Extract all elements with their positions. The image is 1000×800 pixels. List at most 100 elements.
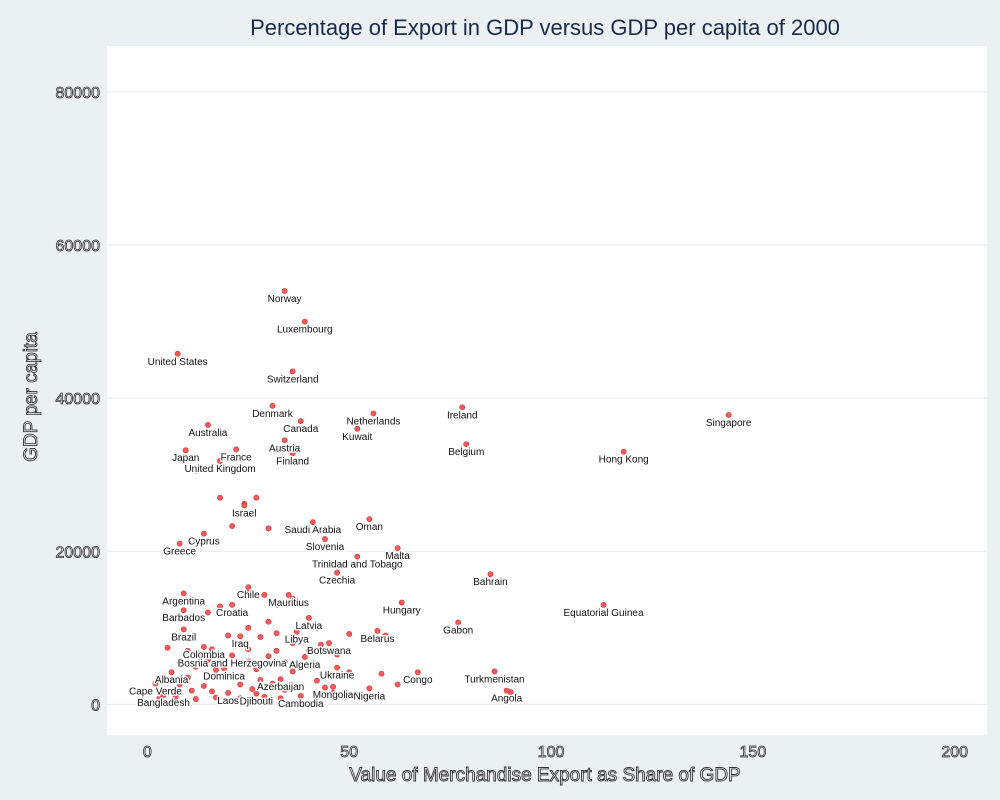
data-point xyxy=(354,553,361,560)
x-tick-label: 100 xyxy=(538,744,565,761)
point-label: Croatia xyxy=(216,608,249,619)
point-label: Trinidad and Tobago xyxy=(312,560,403,571)
data-point xyxy=(725,412,732,418)
data-point xyxy=(237,695,244,702)
point-label: Algeria xyxy=(289,660,321,671)
data-point xyxy=(314,624,320,631)
x-tick-label: 50 xyxy=(340,744,358,761)
data-point xyxy=(370,410,377,417)
point-label: Dominica xyxy=(203,671,245,682)
data-point xyxy=(366,685,373,692)
data-point xyxy=(168,688,175,695)
data-point xyxy=(261,592,268,598)
data-point xyxy=(265,618,272,625)
data-point xyxy=(180,626,187,633)
data-point xyxy=(237,681,244,688)
data-point xyxy=(459,404,466,411)
axes: 0 20000 40000 60000 80000 0 50 100 150 200 xyxy=(55,85,968,762)
data-point xyxy=(265,525,272,532)
data-point xyxy=(301,654,308,660)
point-label: Congo xyxy=(403,675,433,686)
data-point xyxy=(309,519,316,526)
point-label: Hungary xyxy=(383,606,421,617)
data-point xyxy=(620,448,627,455)
data-point xyxy=(176,540,183,547)
data-point xyxy=(182,447,189,454)
point-label: Greece xyxy=(163,547,196,558)
data-point xyxy=(318,641,324,648)
data-point xyxy=(301,318,308,325)
point-label: Cyprus xyxy=(188,537,220,548)
data-point xyxy=(152,680,159,687)
point-label: Israel xyxy=(232,508,256,519)
point-label: Barbados xyxy=(162,613,205,624)
data-point xyxy=(346,631,353,637)
data-point xyxy=(297,418,304,425)
data-point xyxy=(322,684,328,691)
y-tick-label: 80000 xyxy=(56,85,101,102)
x-tick-label: 0 xyxy=(143,744,152,761)
data-point xyxy=(293,628,300,635)
point-label: Australia xyxy=(188,428,227,439)
data-point xyxy=(378,670,385,677)
point-label: Latvia xyxy=(295,621,322,632)
point-label: Ukraine xyxy=(320,671,355,682)
data-point xyxy=(394,545,401,552)
data-point xyxy=(257,634,264,640)
x-tick-label: 200 xyxy=(941,744,968,761)
data-point xyxy=(269,402,276,409)
data-point xyxy=(261,693,268,700)
point-label: Bahrain xyxy=(473,577,507,588)
data-point xyxy=(217,603,223,610)
data-point xyxy=(200,644,207,650)
data-point xyxy=(184,647,191,654)
data-point xyxy=(277,676,284,683)
point-label: Czechia xyxy=(319,576,356,587)
data-point xyxy=(366,516,373,523)
y-tick-label: 0 xyxy=(91,697,100,714)
data-point xyxy=(487,571,494,578)
data-point xyxy=(168,669,175,676)
data-point xyxy=(354,692,361,699)
point-label: Botswana xyxy=(307,646,351,657)
y-tick-label: 60000 xyxy=(56,238,101,255)
data-point xyxy=(200,683,207,689)
data-point xyxy=(196,600,203,607)
data-point xyxy=(289,640,296,647)
data-point xyxy=(354,425,361,432)
point-label: Saudi Arabia xyxy=(285,525,342,536)
data-point xyxy=(225,632,232,639)
data-point xyxy=(314,677,320,684)
data-point xyxy=(164,644,171,651)
data-point xyxy=(281,659,288,666)
data-point xyxy=(217,494,223,501)
data-point xyxy=(205,609,211,616)
x-axis-title: Value of Merchandise Export as Share of … xyxy=(349,765,740,786)
point-label: Nigeria xyxy=(354,691,386,702)
data-point xyxy=(382,632,389,639)
data-point xyxy=(229,523,236,529)
data-point xyxy=(188,595,195,602)
point-label: United Kingdom xyxy=(184,464,255,475)
data-point xyxy=(192,663,199,670)
data-point xyxy=(273,647,280,654)
data-point xyxy=(160,674,167,681)
data-point xyxy=(237,633,244,640)
data-point xyxy=(196,654,203,660)
data-point xyxy=(245,646,252,653)
data-point xyxy=(334,651,340,658)
data-point xyxy=(297,693,304,699)
point-label: Malta xyxy=(385,551,410,562)
y-axis-title: GDP per capita xyxy=(21,332,42,462)
data-point xyxy=(217,458,223,464)
data-point xyxy=(209,646,215,653)
gridlines xyxy=(107,91,987,705)
point-label: Cambodia xyxy=(278,699,324,710)
point-label: Libya xyxy=(285,635,309,646)
data-point xyxy=(176,681,183,688)
point-label: Argentina xyxy=(162,596,205,607)
data-point xyxy=(269,680,276,687)
point-label: Laos xyxy=(217,696,239,707)
point-label: Cape Verde xyxy=(129,687,182,698)
